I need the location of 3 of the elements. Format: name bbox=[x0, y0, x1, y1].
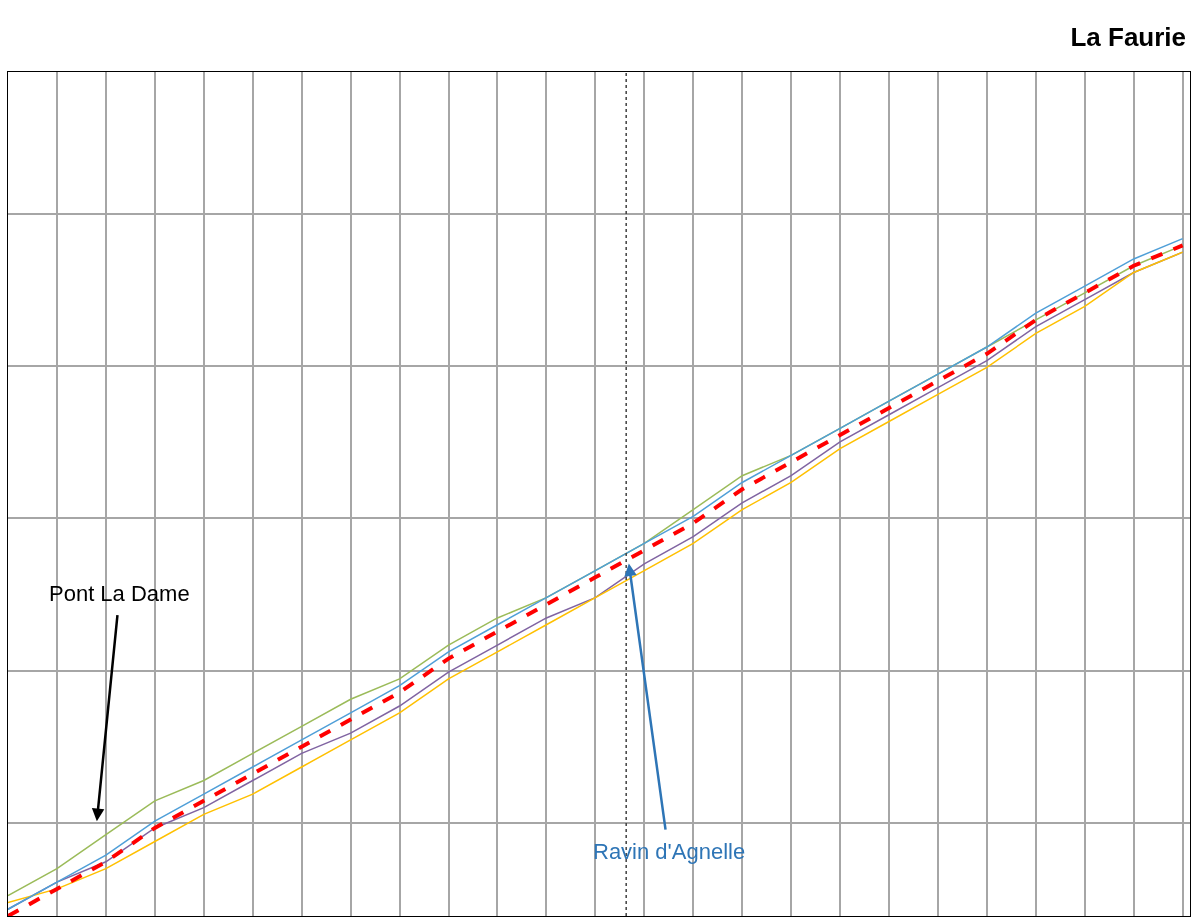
annotation: Pont La Dame bbox=[49, 581, 190, 606]
annotation: Ravin d'Agnelle bbox=[593, 839, 746, 864]
chart-title: La Faurie bbox=[1070, 21, 1187, 52]
